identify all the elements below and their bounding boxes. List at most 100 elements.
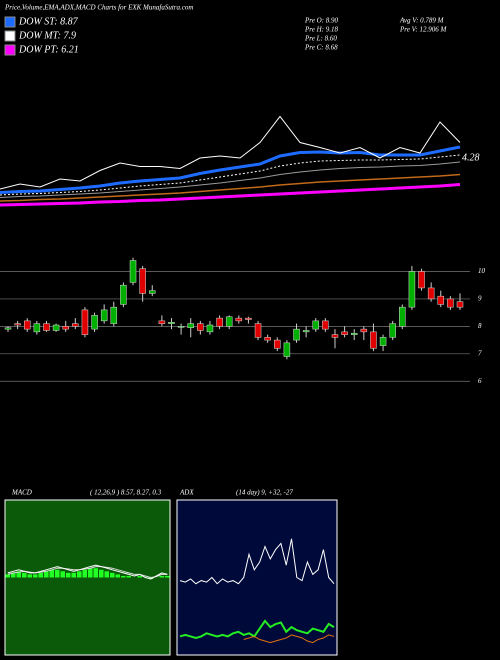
histogram-bar bbox=[11, 572, 16, 578]
candle-body bbox=[206, 324, 214, 333]
candle-body bbox=[52, 324, 60, 331]
candle-body bbox=[100, 309, 108, 322]
candle-body bbox=[14, 323, 21, 326]
histogram-bar bbox=[22, 572, 27, 578]
candle-body bbox=[158, 320, 166, 324]
candle-body bbox=[23, 320, 31, 330]
histogram-bar bbox=[27, 574, 32, 578]
candle-body bbox=[418, 271, 425, 289]
candle-body bbox=[4, 327, 12, 330]
histogram-bar bbox=[110, 572, 115, 578]
candle-body bbox=[283, 342, 291, 357]
panel bbox=[176, 499, 338, 656]
annotation: 4.28 bbox=[462, 152, 480, 163]
histogram-bar bbox=[38, 572, 43, 578]
candle-body bbox=[274, 339, 281, 349]
candle-body bbox=[264, 337, 271, 341]
histogram-bar bbox=[16, 571, 21, 578]
candle-body bbox=[293, 328, 300, 341]
candle-body bbox=[187, 323, 194, 328]
line-series bbox=[0, 145, 461, 194]
candle-body bbox=[350, 332, 358, 335]
candle-body bbox=[322, 320, 329, 330]
candle-body bbox=[177, 326, 185, 328]
candle-body bbox=[110, 306, 118, 324]
candle-body bbox=[139, 268, 146, 294]
stat: Pre C: 8.68 bbox=[304, 44, 338, 52]
stat: Avg V: 0.789 M bbox=[399, 17, 445, 25]
line-series bbox=[0, 161, 461, 198]
histogram-bar bbox=[148, 577, 153, 580]
candle-body bbox=[254, 323, 262, 338]
histogram-bar bbox=[33, 574, 38, 578]
candle-body bbox=[427, 287, 435, 300]
candle-body bbox=[245, 317, 252, 320]
histogram-bar bbox=[115, 574, 120, 578]
y-tick-label: 10 bbox=[478, 267, 486, 275]
candle-body bbox=[437, 295, 445, 305]
line-series bbox=[0, 173, 461, 202]
candle-body bbox=[235, 317, 243, 322]
line-series bbox=[179, 538, 335, 585]
histogram-bar bbox=[104, 571, 109, 578]
panel bbox=[4, 499, 171, 656]
stat: Pre H: 9.18 bbox=[304, 26, 338, 34]
candle-body bbox=[62, 326, 69, 330]
candle-body bbox=[331, 334, 339, 338]
y-tick-label: 7 bbox=[478, 349, 482, 357]
candle-body bbox=[360, 328, 368, 333]
line-series bbox=[0, 115, 461, 190]
candle-body bbox=[216, 317, 223, 327]
line-series bbox=[0, 154, 461, 196]
candle-body bbox=[33, 323, 41, 333]
histogram-bar bbox=[121, 575, 126, 578]
histogram-bar bbox=[165, 575, 170, 578]
histogram-bar bbox=[55, 569, 60, 578]
candle-body bbox=[389, 323, 396, 338]
candle-body bbox=[168, 322, 175, 324]
y-tick-label: 9 bbox=[478, 295, 482, 303]
stat: Pre O: 8.90 bbox=[304, 17, 338, 25]
stat: Pre L: 8.60 bbox=[304, 35, 337, 43]
y-tick-label: 8 bbox=[478, 322, 482, 330]
candle-body bbox=[225, 316, 233, 327]
candle-body bbox=[197, 323, 204, 331]
panel-title: MACD bbox=[11, 489, 32, 497]
candle-body bbox=[120, 284, 127, 305]
candle-body bbox=[149, 290, 156, 294]
candle-body bbox=[399, 306, 406, 327]
legend-label: DOW PT: 6.21 bbox=[18, 44, 79, 55]
candle-body bbox=[312, 320, 319, 330]
candle-body bbox=[91, 315, 98, 330]
histogram-bar bbox=[60, 571, 65, 578]
histogram-bar bbox=[44, 571, 49, 578]
line-series bbox=[243, 634, 335, 644]
stat: Pre V: 12.906 M bbox=[399, 26, 447, 34]
histogram-bar bbox=[137, 575, 142, 578]
candle-body bbox=[302, 330, 310, 333]
candle-body bbox=[408, 271, 416, 308]
legend-swatch bbox=[4, 30, 16, 42]
histogram-bar bbox=[5, 574, 10, 578]
line-series bbox=[179, 619, 335, 640]
panel-subtitle: (14 day) 9, +32, -27 bbox=[236, 489, 293, 497]
legend-swatch bbox=[4, 44, 16, 56]
histogram-bar bbox=[71, 572, 76, 578]
candle-body bbox=[129, 260, 137, 283]
line-series bbox=[7, 564, 168, 580]
histogram-bar bbox=[159, 575, 164, 578]
histogram-bar bbox=[82, 569, 87, 578]
candle-body bbox=[456, 301, 464, 308]
candle-body bbox=[81, 309, 89, 335]
legend-label: DOW MT: 7.9 bbox=[18, 30, 76, 41]
y-tick-label: 6 bbox=[478, 377, 482, 385]
histogram-bar bbox=[99, 569, 104, 578]
candle-body bbox=[341, 331, 348, 335]
legend-label: DOW ST: 8.87 bbox=[18, 16, 79, 27]
candle-body bbox=[447, 298, 454, 308]
histogram-bar bbox=[126, 575, 131, 578]
panel-subtitle: ( 12,26,9 ) 8.57, 8.27, 0.3 bbox=[90, 489, 162, 497]
histogram-bar bbox=[66, 572, 71, 578]
page-title: Price,Volume,EMA,ADX,MACD Charts for EXK… bbox=[4, 4, 193, 12]
